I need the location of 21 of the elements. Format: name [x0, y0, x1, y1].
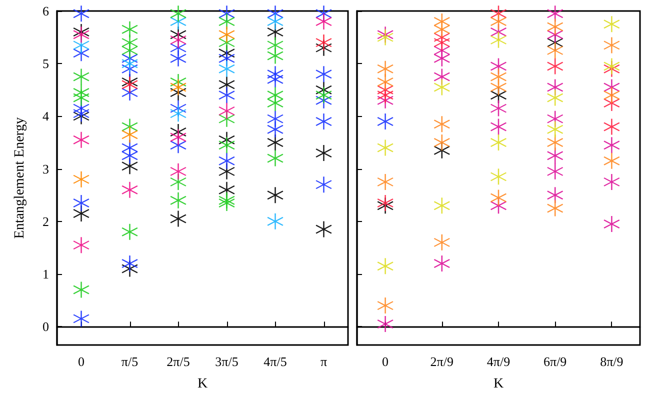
x-tick-label: 0: [78, 354, 84, 369]
y-tick-label: 5: [42, 56, 49, 72]
x-axis-title: K: [197, 376, 208, 392]
y-axis-title: Entanglement Energy: [12, 117, 28, 239]
x-tick-label: 4π/9: [486, 354, 510, 369]
x-axis-title: K: [493, 376, 504, 392]
y-tick-label: 4: [42, 108, 50, 124]
y-tick-label: 0: [42, 319, 49, 334]
y-tick-label: 6: [42, 4, 50, 18]
x-tick-label: 8π/9: [600, 354, 624, 369]
x-tick-label: 3π/5: [215, 354, 238, 369]
y-tick-label: 3: [42, 161, 49, 176]
x-tick-label: 2π/5: [166, 354, 190, 369]
x-tick-label: π/5: [121, 354, 138, 369]
x-tick-label: 0: [382, 354, 389, 369]
x-tick-label: 2π/9: [430, 354, 454, 369]
x-tick-label: π: [320, 354, 328, 369]
x-tick-label: 4π/5: [264, 354, 287, 369]
y-tick-label: 1: [42, 266, 49, 282]
x-tick-label: 6π/9: [544, 354, 567, 369]
y-tick-label: 2: [42, 214, 49, 229]
